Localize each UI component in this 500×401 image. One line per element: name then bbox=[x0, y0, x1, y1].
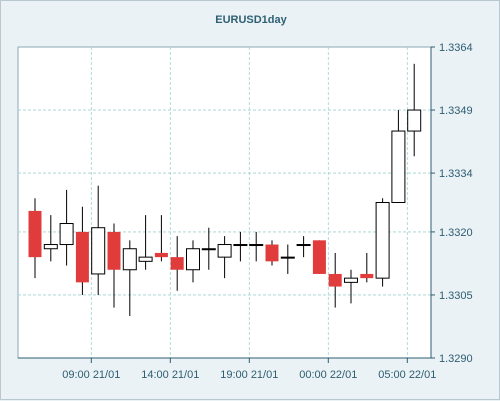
candle bbox=[328, 252, 342, 308]
candle bbox=[154, 215, 168, 262]
candle-body-down bbox=[28, 210, 42, 258]
candle-body-down bbox=[154, 252, 168, 258]
candle bbox=[91, 185, 106, 295]
candle-body-up bbox=[217, 244, 232, 258]
candle bbox=[375, 198, 390, 287]
candle-body-up bbox=[138, 256, 153, 262]
candle-body-down bbox=[107, 231, 121, 270]
y-tick-label: 1.3349 bbox=[439, 105, 473, 117]
candle-body-down bbox=[360, 273, 374, 279]
chart-title: EURUSD1day bbox=[215, 14, 287, 26]
candle-body-up bbox=[296, 244, 311, 247]
candle-body-up bbox=[344, 277, 358, 283]
candle bbox=[107, 223, 121, 308]
candle-body-up bbox=[375, 202, 390, 279]
candle bbox=[186, 240, 200, 283]
candle-body-up bbox=[233, 244, 248, 247]
candle-body-up bbox=[391, 130, 406, 203]
candle-body-up bbox=[59, 223, 74, 246]
candle-body-up bbox=[249, 244, 264, 247]
candle-body-up bbox=[43, 244, 58, 250]
candle-body-up bbox=[407, 109, 422, 132]
y-tick-label: 1.3305 bbox=[439, 290, 473, 302]
grid-lines bbox=[18, 47, 431, 358]
candle bbox=[265, 240, 279, 266]
candle bbox=[43, 215, 58, 262]
y-tick-label: 1.3364 bbox=[439, 42, 473, 54]
x-axis: 09:00 21/01 14:00 21/01 19:00 21/01 00:00 2… bbox=[18, 357, 436, 381]
candle bbox=[407, 63, 422, 157]
candle bbox=[233, 231, 248, 262]
x-tick-label: 14:00 21/01 bbox=[141, 369, 199, 381]
x-tick-label: 19:00 21/01 bbox=[220, 369, 278, 381]
candle bbox=[296, 236, 311, 258]
candle bbox=[122, 240, 137, 316]
candle-body-down bbox=[328, 273, 342, 287]
y-axis: 1.3364 1.3349 1.3334 1.3320 1.3305 1.3290 bbox=[430, 42, 473, 365]
candle-body-down bbox=[265, 244, 279, 262]
y-tick-label: 1.3290 bbox=[439, 353, 473, 365]
candle bbox=[59, 189, 74, 266]
plot-background bbox=[17, 46, 432, 359]
x-tick-label: 05:00 22/01 bbox=[378, 369, 436, 381]
candle-body-up bbox=[186, 248, 200, 271]
candle-body-up bbox=[91, 227, 106, 275]
candle-body-down bbox=[312, 240, 326, 274]
candle bbox=[75, 206, 89, 295]
candles bbox=[28, 63, 422, 316]
candle-body-down bbox=[75, 231, 89, 283]
x-tick-label: 00:00 22/01 bbox=[299, 369, 357, 381]
candle-body-up bbox=[280, 256, 295, 259]
candle bbox=[249, 231, 264, 262]
candle bbox=[280, 244, 295, 274]
candle bbox=[217, 236, 232, 279]
y-tick-label: 1.3334 bbox=[439, 168, 473, 180]
candle-body-down bbox=[170, 257, 184, 270]
candle bbox=[138, 215, 153, 270]
plot-area bbox=[17, 46, 432, 359]
candle bbox=[360, 252, 374, 283]
candle bbox=[170, 236, 184, 291]
x-tick-label: 09:00 21/01 bbox=[62, 369, 120, 381]
candle bbox=[28, 198, 42, 279]
candle bbox=[312, 240, 326, 274]
candle bbox=[391, 110, 406, 203]
candle bbox=[344, 269, 358, 304]
candle-body-up bbox=[122, 248, 137, 271]
candle bbox=[201, 227, 216, 270]
y-tick-label: 1.3320 bbox=[439, 227, 473, 239]
candle-body-up bbox=[201, 248, 216, 251]
